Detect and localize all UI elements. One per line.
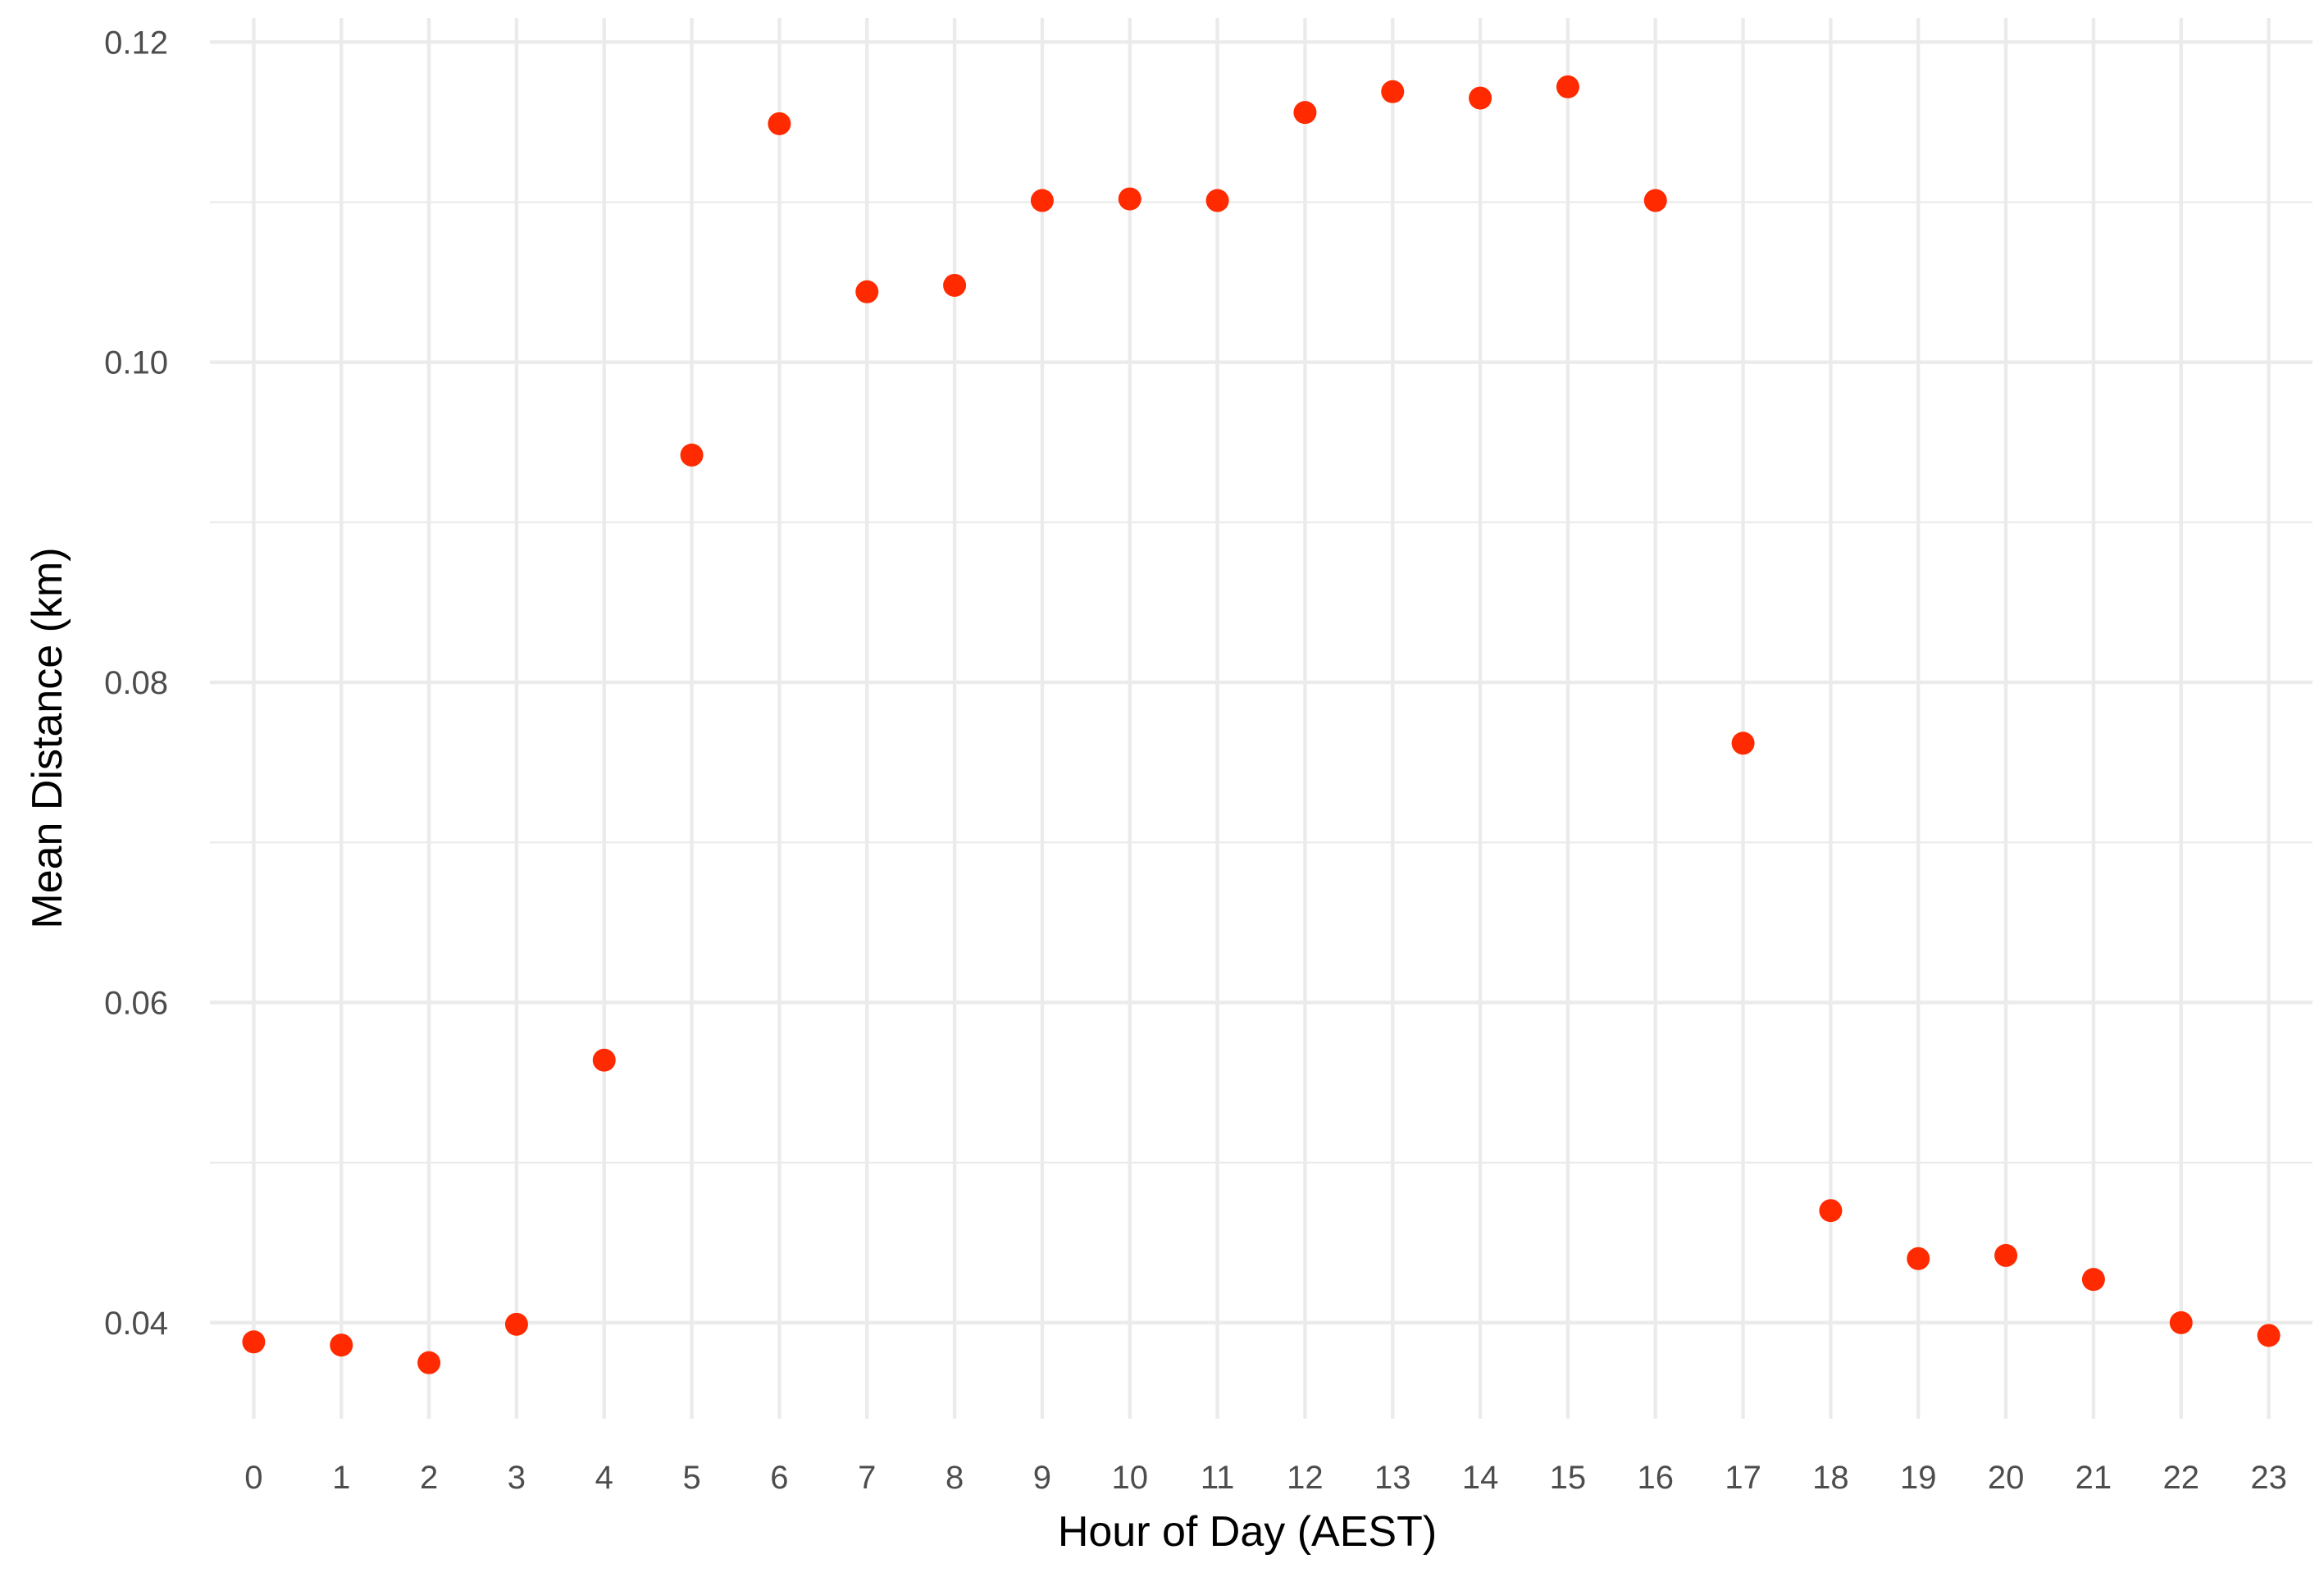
data-point xyxy=(2257,1324,2281,1347)
data-point xyxy=(943,273,967,297)
x-tick-label: 13 xyxy=(1374,1460,1411,1496)
x-tick-label: 4 xyxy=(595,1460,613,1496)
data-point xyxy=(2169,1310,2193,1334)
y-tick-label: 0.06 xyxy=(104,985,168,1021)
x-tick-label: 7 xyxy=(858,1460,876,1496)
x-tick-label: 2 xyxy=(420,1460,438,1496)
data-point xyxy=(417,1351,441,1374)
data-point xyxy=(1994,1243,2018,1267)
data-point xyxy=(1030,189,1054,212)
x-tick-label: 16 xyxy=(1638,1460,1675,1496)
data-point xyxy=(242,1330,266,1354)
x-tick-label: 22 xyxy=(2163,1460,2200,1496)
data-point xyxy=(1643,189,1667,212)
x-axis-ticks: 0 1 2 3 4 5 6 7 8 9 10 11 12 13 14 15 16 17 18 19 20 21 22 23 xyxy=(244,1460,2287,1496)
data-point xyxy=(680,443,704,467)
data-point xyxy=(592,1048,616,1072)
gridlines xyxy=(210,18,2313,1419)
data-point xyxy=(1469,86,1492,110)
y-axis-title: Mean Distance (km) xyxy=(24,547,71,928)
x-tick-label: 15 xyxy=(1550,1460,1587,1496)
data-point xyxy=(330,1333,353,1357)
x-tick-label: 10 xyxy=(1112,1460,1149,1496)
x-tick-label: 0 xyxy=(244,1460,262,1496)
x-tick-label: 9 xyxy=(1033,1460,1051,1496)
data-point xyxy=(1731,732,1755,755)
y-axis-ticks: 0.04 0.06 0.08 0.10 0.12 xyxy=(104,25,168,1342)
y-tick-label: 0.10 xyxy=(104,345,168,381)
data-point xyxy=(504,1312,528,1336)
data-point xyxy=(1819,1199,1843,1223)
x-axis-title: Hour of Day (AEST) xyxy=(1058,1508,1437,1556)
y-tick-label: 0.04 xyxy=(104,1306,168,1342)
x-tick-label: 14 xyxy=(1462,1460,1499,1496)
data-point xyxy=(1381,80,1405,103)
x-tick-label: 1 xyxy=(332,1460,350,1496)
data-point xyxy=(1205,189,1229,212)
x-tick-label: 20 xyxy=(1988,1460,2025,1496)
data-point xyxy=(855,280,879,303)
data-point xyxy=(1907,1247,1930,1270)
data-point xyxy=(1293,101,1317,125)
x-tick-label: 18 xyxy=(1812,1460,1849,1496)
x-tick-label: 11 xyxy=(1201,1460,1235,1496)
x-tick-label: 6 xyxy=(770,1460,788,1496)
x-tick-label: 12 xyxy=(1287,1460,1324,1496)
x-tick-label: 21 xyxy=(2076,1460,2112,1496)
y-tick-label: 0.08 xyxy=(104,665,168,701)
data-point xyxy=(1118,187,1141,211)
y-tick-label: 0.12 xyxy=(104,25,168,61)
x-tick-label: 3 xyxy=(508,1460,526,1496)
x-tick-label: 17 xyxy=(1725,1460,1761,1496)
data-point xyxy=(2081,1268,2105,1292)
x-tick-label: 23 xyxy=(2250,1460,2287,1496)
data-point xyxy=(1556,75,1579,98)
x-tick-label: 5 xyxy=(682,1460,700,1496)
x-tick-label: 19 xyxy=(1900,1460,1937,1496)
x-tick-label: 8 xyxy=(946,1460,964,1496)
data-points xyxy=(242,75,2281,1374)
data-point xyxy=(768,112,791,135)
